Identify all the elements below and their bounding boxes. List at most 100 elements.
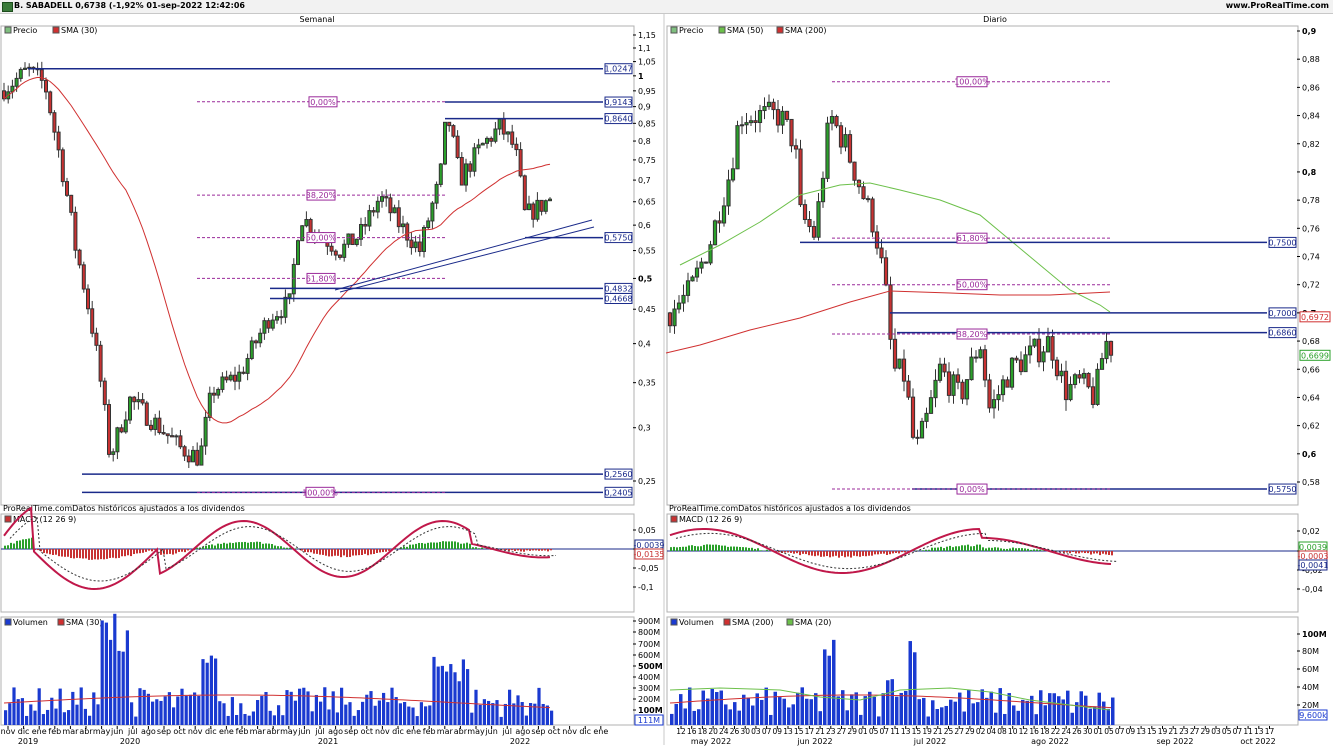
daily-volume-bar <box>881 693 885 725</box>
weekly-macd-histogram-bar <box>286 547 288 549</box>
daily-volume-bar <box>958 692 962 725</box>
weekly-macd-histogram-bar <box>526 549 528 551</box>
weekly-candle <box>363 223 368 227</box>
daily-volume-bar <box>814 693 818 725</box>
weekly-macd-histogram-bar <box>370 549 372 555</box>
weekly-level-tag-2-box <box>604 113 633 125</box>
daily-x-label: 13 <box>1254 727 1264 736</box>
daily-volume-value-tag-box <box>1298 709 1328 721</box>
daily-macd-histogram-bar <box>802 551 804 554</box>
daily-macd-histogram-bar <box>859 551 861 557</box>
weekly-volume-bar <box>197 695 201 725</box>
daily-fib-tag-1: 61,80% <box>957 234 988 243</box>
daily-volume-bar <box>706 698 710 725</box>
daily-x-label: 26 <box>1072 727 1082 736</box>
daily-x-label: 07 <box>762 727 772 736</box>
daily-candle <box>865 198 871 201</box>
daily-candle <box>1095 368 1100 405</box>
weekly-macd-histogram-bar <box>73 549 75 559</box>
daily-macd-histogram-bar <box>898 551 900 554</box>
daily-macd-histogram-bar <box>865 551 867 557</box>
weekly-macd-histogram-bar <box>160 549 162 555</box>
daily-candle <box>996 394 1001 401</box>
weekly-macd-histogram-bar <box>154 549 156 550</box>
daily-macd-histogram-bar <box>1003 548 1005 551</box>
daily-volume-bar <box>859 714 863 725</box>
weekly-volume-bar <box>550 710 554 725</box>
daily-candle <box>928 397 934 414</box>
weekly-volume-bar <box>54 708 58 725</box>
daily-level-tag-0: 0,7500 <box>1269 238 1297 247</box>
weekly-macd-histogram-bar <box>178 549 180 552</box>
daily-volume-bar <box>751 705 755 725</box>
weekly-level-tag-0-box <box>604 63 633 75</box>
daily-macd-histogram-bar <box>934 547 936 551</box>
daily-volume-bar <box>1048 693 1052 725</box>
daily-volume-bar <box>1061 699 1065 725</box>
weekly-candle <box>115 427 120 453</box>
weekly-volume-bar <box>533 703 537 725</box>
weekly-candle <box>539 199 544 212</box>
weekly-macd-histogram-bar <box>172 549 174 555</box>
weekly-macd-histogram-bar <box>46 549 48 554</box>
daily-macd-histogram-bar <box>868 551 870 556</box>
weekly-macd-histogram-bar <box>211 544 213 549</box>
daily-candle <box>852 161 857 181</box>
weekly-volume-bar <box>545 705 549 725</box>
daily-macd-histogram-bar <box>967 544 969 551</box>
weekly-candle <box>39 69 44 81</box>
weekly-macd-histogram-bar <box>184 549 186 553</box>
daily-macd-histogram-bar <box>787 551 789 553</box>
weekly-macd-histogram-bar <box>514 549 516 551</box>
daily-x-label: 29 <box>1201 727 1211 736</box>
weekly-macd-histogram-bar <box>4 545 6 549</box>
daily-macd-histogram-bar <box>823 551 825 557</box>
daily-candle <box>694 267 700 278</box>
weekly-volume-bar <box>461 659 465 725</box>
weekly-candle <box>279 316 284 319</box>
daily-x-label: 25 <box>944 727 954 736</box>
daily-y-label: 0,78 <box>1302 196 1320 205</box>
daily-volume-bar <box>890 679 894 725</box>
weekly-volume-bar <box>407 706 411 725</box>
daily-x-label: 19 <box>1158 727 1168 736</box>
daily-candle <box>946 371 952 396</box>
weekly-volume-y-label: 300M <box>638 684 660 693</box>
weekly-volume-bar <box>121 651 125 725</box>
weekly-candle <box>485 137 489 144</box>
weekly-fib-tag-2: 50,00% <box>306 234 337 243</box>
weekly-candle <box>472 147 477 172</box>
daily-candle <box>978 349 983 359</box>
weekly-candle <box>98 344 103 382</box>
daily-x-label: 13 <box>901 727 911 736</box>
daily-fib-tag-0: 100,00% <box>954 78 990 87</box>
weekly-volume-bar <box>12 687 16 725</box>
daily-volume-bar <box>728 709 732 725</box>
daily-candle <box>1090 386 1096 405</box>
daily-panel-title: Diario <box>983 15 1007 24</box>
weekly-candle <box>157 417 162 434</box>
weekly-macd-y-label: -0,05 <box>638 564 659 573</box>
daily-macd-histogram-bar <box>679 547 681 551</box>
daily-volume-bar <box>935 709 939 725</box>
daily-level-tag-3: 0,5750 <box>1269 485 1297 494</box>
daily-candle <box>1023 354 1028 373</box>
daily-volume-bar <box>1066 690 1070 725</box>
weekly-level-tag-1-box <box>604 96 633 108</box>
daily-x-label: 07 <box>880 727 890 736</box>
daily-volume-bar <box>1016 710 1020 725</box>
daily-macd-histogram-bar <box>736 546 738 551</box>
daily-volume-bar <box>926 716 930 725</box>
daily-macd-histogram-bar <box>940 546 942 551</box>
weekly-volume-bar <box>512 703 516 725</box>
daily-volume-bar <box>940 707 944 725</box>
daily-x-label: 15 <box>912 727 922 736</box>
site-link[interactable]: www.ProRealTime.com <box>1225 1 1329 10</box>
weekly-macd-histogram-bar <box>82 549 84 559</box>
daily-x-label: 19 <box>922 727 932 736</box>
daily-volume-bar <box>746 697 750 725</box>
weekly-volume-bar <box>331 691 335 725</box>
weekly-candle <box>338 254 342 258</box>
weekly-year-label: 2019 <box>18 737 38 746</box>
